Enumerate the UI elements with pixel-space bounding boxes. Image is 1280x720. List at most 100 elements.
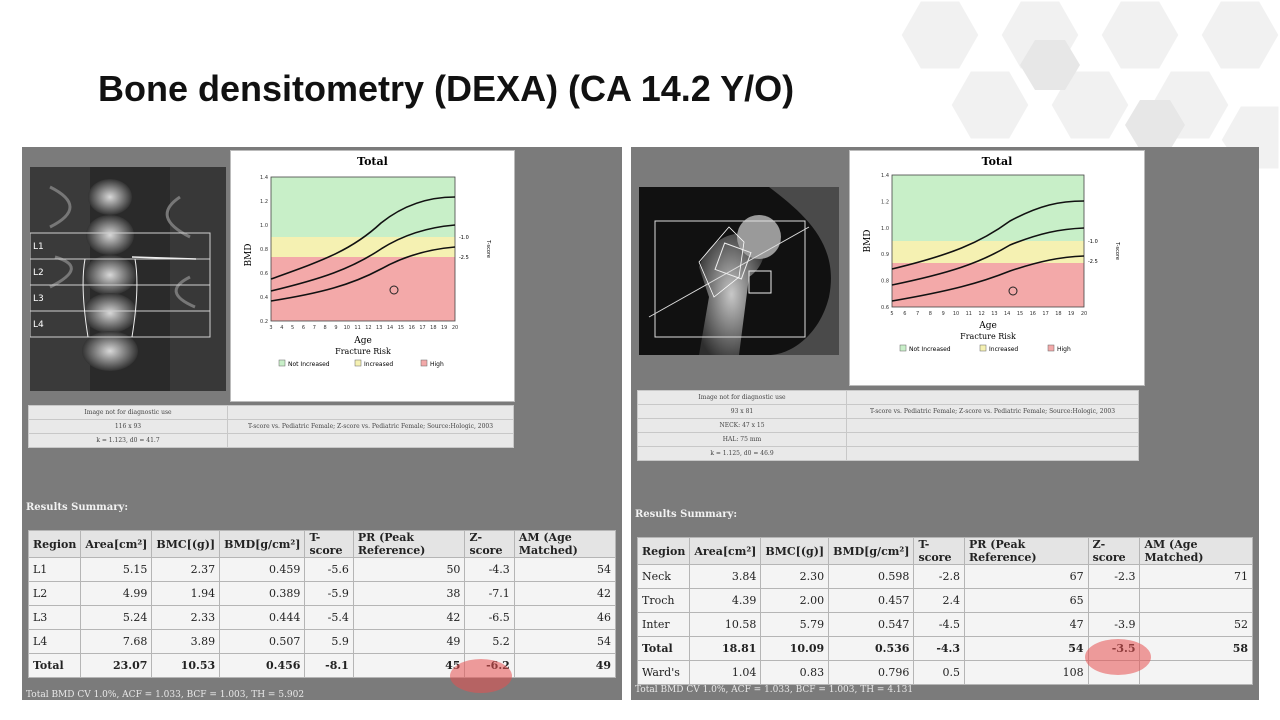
cell-z-score: 5.2 <box>464 629 515 654</box>
table-row: L2 4.99 1.94 0.389 -5.9 38 -7.1 42 <box>27 581 617 606</box>
info-row: k = 1.123, d0 = 41.7 <box>28 433 514 448</box>
vertebra-label-l1: L1 <box>33 242 44 252</box>
info-cell: 93 x 81 <box>637 404 847 419</box>
y-axis-label: BMD <box>863 229 873 252</box>
cell-bmd: 0.389 <box>219 581 306 606</box>
legend-not-increased: Not Increased <box>909 346 951 353</box>
x-tick-label: 20 <box>1081 311 1087 317</box>
cell-bmd: 0.507 <box>219 629 306 654</box>
cell-peak-reference: 50 <box>352 557 466 582</box>
x-tick-label: 15 <box>1017 311 1023 317</box>
cell-peak-reference: 45 <box>352 653 466 678</box>
right-axis-label: T-score <box>485 239 491 258</box>
zone-increased <box>892 241 1084 263</box>
cell-bmd: 0.457 <box>828 588 915 613</box>
cell-t-score: -2.8 <box>913 564 966 589</box>
cell-peak-reference: 65 <box>964 588 1089 613</box>
cell-bmc: 2.37 <box>151 557 221 582</box>
cell-age-matched: 71 <box>1139 564 1253 589</box>
cell-peak-reference: 38 <box>352 581 466 606</box>
x-tick-label: 7 <box>313 325 316 331</box>
info-row: HAL: 75 mm <box>637 432 1139 447</box>
cell-age-matched: 49 <box>513 653 617 678</box>
cell-t-score: -5.4 <box>304 605 354 630</box>
cell-area: 18.81 <box>689 636 762 661</box>
cell-peak-reference: 67 <box>964 564 1089 589</box>
z-score-highlight <box>1085 639 1151 675</box>
y-tick-label: 1.2 <box>881 199 889 205</box>
info-cell <box>846 390 1139 405</box>
info-row: 93 x 81 T-score vs. Pediatric Female; Z-s… <box>637 404 1139 419</box>
legend-not-increased: Not Increased <box>288 361 330 368</box>
x-tick-label: 5 <box>291 325 294 331</box>
x-tick-label: 12 <box>978 311 984 317</box>
info-row: k = 1.125, d0 = 46.9 <box>637 446 1139 461</box>
info-cell: Image not for diagnostic use <box>637 390 847 405</box>
info-cell: Image not for diagnostic use <box>28 405 228 420</box>
cell-bmd: 0.536 <box>828 636 915 661</box>
legend-increased: Increased <box>989 346 1018 353</box>
cell-area: 10.58 <box>689 612 762 637</box>
cell-t-score: 5.9 <box>304 629 354 654</box>
spine-scan-image: L1 L2 L3 L4 <box>30 167 226 391</box>
footer-calibration: Total BMD CV 1.0%, ACF = 1.033, BCF = 1.… <box>635 685 914 695</box>
zone-increased <box>271 237 455 257</box>
col-t-score: T-score <box>304 530 354 558</box>
results-summary-label: Results Summary: <box>26 502 129 513</box>
info-row: Image not for diagnostic use <box>28 405 514 420</box>
cell-age-matched <box>1139 588 1253 613</box>
cell-area: 23.07 <box>80 653 153 678</box>
col-region: Region <box>636 537 691 565</box>
x-tick-label: 11 <box>966 311 972 317</box>
cell-peak-reference: 108 <box>964 660 1089 685</box>
legend-swatch-green <box>899 344 907 352</box>
zone-not-increased <box>892 175 1084 241</box>
col-area: Area[cm²] <box>689 537 762 565</box>
fracture-risk-label: Fracture Risk <box>335 347 391 356</box>
slide-title: Bone densitometry (DEXA) (CA 14.2 Y/O) <box>98 68 795 109</box>
y-tick-label: 1.2 <box>260 199 268 205</box>
x-tick-label: 15 <box>398 325 404 331</box>
legend-high: High <box>1057 346 1071 353</box>
col-region: Region <box>27 530 82 558</box>
col-peak-reference: PR (Peak Reference) <box>352 530 466 558</box>
cell-bmd: 0.796 <box>828 660 915 685</box>
x-tick-label: 17 <box>1042 311 1048 317</box>
x-tick-label: 20 <box>452 325 458 331</box>
cell-region: L3 <box>27 605 82 630</box>
patient-point <box>1008 286 1018 296</box>
cell-t-score: -5.6 <box>304 557 354 582</box>
cell-region: Neck <box>636 564 691 589</box>
y-tick-label: 0.9 <box>881 252 889 258</box>
y-tick-label: 0.2 <box>260 319 268 325</box>
cell-bmc: 0.83 <box>760 660 830 685</box>
table-row: Inter 10.58 5.79 0.547 -4.5 47 -3.9 52 <box>636 612 1253 637</box>
footer-calibration: Total BMD CV 1.0%, ACF = 1.033, BCF = 1.… <box>26 690 305 700</box>
y-tick-label: 1.4 <box>260 175 268 181</box>
cell-z-score: -3.9 <box>1087 612 1141 637</box>
x-tick-label: 8 <box>324 325 327 331</box>
cell-z-score <box>1087 588 1141 613</box>
cell-region: Ward's <box>636 660 691 685</box>
cell-peak-reference: 42 <box>352 605 466 630</box>
legend-swatch-red <box>1047 344 1055 352</box>
cell-bmc: 5.79 <box>760 612 830 637</box>
cell-t-score: 0.5 <box>913 660 966 685</box>
reference-curve-middle <box>270 224 456 292</box>
y-tick-label: 0.4 <box>260 295 268 301</box>
info-cell: k = 1.123, d0 = 41.7 <box>28 433 228 448</box>
vertebra-label-l2: L2 <box>33 268 44 278</box>
col-peak-reference: PR (Peak Reference) <box>964 537 1089 565</box>
cell-region: L4 <box>27 629 82 654</box>
z-score-highlight <box>450 659 512 693</box>
y-tick-label: 0.6 <box>260 271 268 277</box>
cell-peak-reference: 47 <box>964 612 1089 637</box>
vertebra-label-l3: L3 <box>33 294 44 304</box>
info-cell <box>846 432 1139 447</box>
cell-bmd: 0.598 <box>828 564 915 589</box>
table-header-row: Region Area[cm²] BMC[(g)] BMD[g/cm²] T-s… <box>636 537 1253 565</box>
cell-t-score: -4.5 <box>913 612 966 637</box>
hip-bmd-chart: Total 0.6 0.8 0.9 1.0 1.2 1.4 5 6 7 8 9 10 11 12 13 14… <box>849 150 1145 386</box>
hexagon-background <box>898 0 1280 170</box>
hip-report-panel: Total 0.6 0.8 0.9 1.0 1.2 1.4 5 6 7 8 9 10 11 12 13 14… <box>631 147 1259 700</box>
